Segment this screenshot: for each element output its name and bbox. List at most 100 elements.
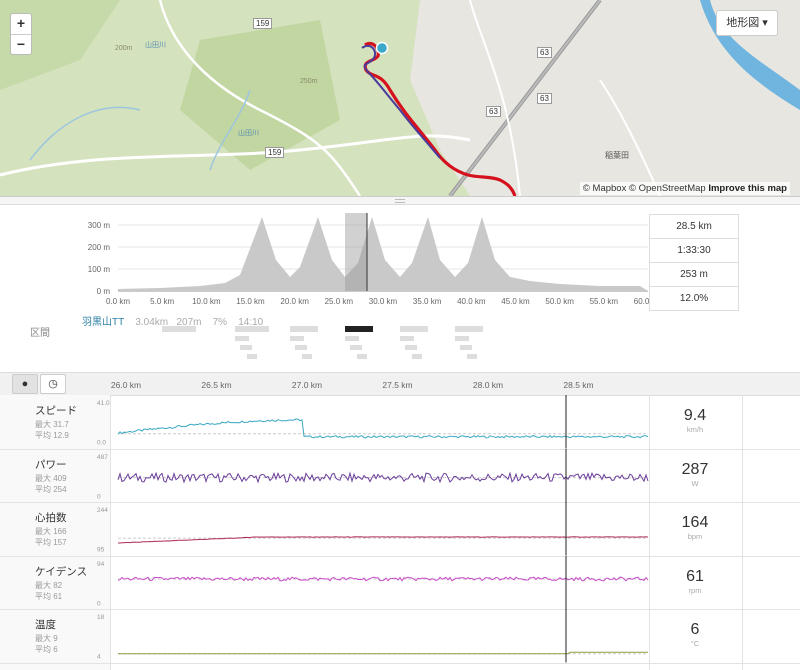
stream-avg: 平均 61	[35, 591, 63, 601]
stream-max: 最大 9	[35, 634, 58, 643]
x-tick: 15.0 km	[236, 297, 265, 306]
road-shield-63: 63	[486, 106, 501, 117]
y-min-label: 4	[97, 654, 101, 661]
x-tick: 40.0 km	[457, 297, 486, 306]
segment-name[interactable]: 羽黒山TT	[82, 317, 125, 328]
stream-avg: 平均 157	[35, 538, 67, 547]
x-tick: 35.0 km	[413, 297, 442, 306]
resize-handle[interactable]	[0, 196, 800, 205]
map-layer-dropdown[interactable]: 地形図 ▾	[716, 10, 778, 36]
stream-line	[117, 418, 649, 439]
stream-avg: 平均 6	[35, 645, 58, 654]
segment-row[interactable]: 羽黒山TT 3.04km 207m 7% 14:10	[82, 313, 263, 328]
river-label: 山田川	[145, 42, 166, 49]
x-tick: 45.0 km	[501, 297, 530, 306]
stream-row[interactable]: 心拍数最大 166 平均 157 164 bpm 244 95	[0, 502, 800, 557]
stream-value-number: 6	[690, 621, 700, 638]
stream-line	[117, 575, 649, 582]
y-tick: 200 m	[88, 243, 111, 252]
stream-chart[interactable]: 18 4	[97, 609, 650, 663]
summary-stats: 28.5 km 1:33:30 253 m 12.0%	[649, 214, 739, 311]
elevation-profile-chart[interactable]: 300 m 200 m 100 m 0 m 0.0 km 5.0 km 10.0 k…	[0, 205, 650, 310]
detail-x-axis: 26.0 km 26.5 km 27.0 km 27.5 km 28.0 km 28.5 …	[111, 380, 594, 390]
stream-row[interactable]: 温度 最大 9 平均 6 6 °C 18 4	[0, 609, 800, 664]
y-min-label: 0.0	[97, 440, 106, 447]
y-min-label: 0	[97, 493, 101, 500]
stream-max: 最大 166	[35, 527, 67, 536]
y-max-label: 487	[97, 454, 108, 461]
road-shield-63: 63	[537, 93, 552, 104]
segment-distance: 3.04km	[135, 317, 169, 328]
stream-title: 心拍数	[35, 512, 67, 524]
improve-map-link[interactable]: Improve this map	[708, 183, 787, 194]
x-tick: 20.0 km	[280, 297, 309, 306]
x-axis-ticks: 0.0 km 5.0 km 10.0 km 15.0 km 20.0 km 25.0 km…	[106, 297, 650, 306]
y-min-label: 0	[97, 600, 101, 607]
segment-elevation: 207m	[176, 317, 202, 328]
stream-row[interactable]: ケイデンス最大 82 平均 61 61 rpm 94 0	[0, 555, 800, 610]
route-map[interactable]: 159 159 63 63 63 山田川 山田川 200m 250m 稲葉田 +…	[0, 0, 800, 196]
x-tick: 26.0 km	[111, 380, 141, 390]
road-shield-159: 159	[265, 147, 285, 158]
road-shield-63: 63	[537, 47, 552, 58]
stream-title: ケイデンス	[35, 565, 88, 578]
segments-label: 区間	[30, 328, 50, 339]
segment-bars[interactable]	[150, 324, 490, 364]
map-marker-icon[interactable]: ●	[12, 374, 38, 394]
stat-grade: 12.0%	[649, 286, 739, 311]
stream-current-value: 61 rpm	[650, 568, 740, 595]
grip-icon	[395, 199, 405, 203]
place-label: 稲葉田	[605, 151, 629, 160]
stream-row[interactable]: スピード 最大 31.7 平均 12.9 9.4 km/h 41.0 0.0	[0, 395, 800, 450]
stream-chart[interactable]: 487 0	[97, 448, 650, 503]
segment-grade: 7%	[212, 317, 228, 328]
stream-max: 最大 82	[35, 580, 63, 590]
stream-title: 温度	[35, 619, 56, 631]
map-canvas	[0, 0, 800, 196]
stat-time: 1:33:30	[649, 238, 739, 262]
stream-unit: bpm	[687, 532, 703, 541]
attribution-mapbox[interactable]: © Mapbox	[582, 183, 627, 194]
stat-elevation: 253 m	[649, 262, 739, 286]
stream-unit: °C	[690, 639, 700, 648]
attribution-osm[interactable]: © OpenStreetMap	[628, 183, 706, 194]
x-tick: 50.0 km	[545, 297, 574, 306]
y-max-label: 41.0	[97, 400, 110, 407]
stream-title: パワー	[35, 458, 67, 471]
stream-current-value: 164 bpm	[650, 514, 740, 541]
stream-max: 最大 409	[35, 473, 67, 483]
stream-current-value: 287 W	[650, 461, 740, 488]
stream-line	[118, 651, 648, 655]
zoom-in-button[interactable]: +	[11, 14, 31, 35]
x-tick: 25.0 km	[325, 297, 354, 306]
x-tick: 28.0 km	[473, 380, 503, 390]
x-tick: 26.5 km	[201, 380, 231, 390]
stat-distance: 28.5 km	[649, 214, 739, 238]
stream-line	[117, 470, 649, 484]
detail-toolbar: ● ◷ 26.0 km 26.5 km 27.0 km 27.5 km 28.0 km 2…	[0, 372, 800, 396]
stream-row[interactable]: パワー 最大 409 平均 254 287 W 487 0	[0, 448, 800, 503]
y-tick: 0 m	[97, 287, 111, 296]
x-tick: 60.0 km	[634, 297, 650, 306]
zoom-out-button[interactable]: −	[16, 36, 26, 52]
stream-chart[interactable]: 94 0	[97, 555, 650, 610]
stream-avg: 平均 12.9	[35, 431, 69, 440]
stream-max: 最大 31.7	[35, 420, 69, 429]
x-tick: 0.0 km	[106, 297, 130, 306]
stream-value-number: 287	[681, 460, 709, 478]
y-max-label: 94	[97, 561, 105, 568]
y-max-label: 244	[97, 507, 108, 514]
stream-chart[interactable]: 41.0 0.0	[97, 395, 650, 449]
stream-current-value: 9.4 km/h	[650, 407, 740, 434]
x-tick: 55.0 km	[590, 297, 619, 306]
contour-label: 250m	[300, 78, 318, 85]
clock-icon[interactable]: ◷	[40, 374, 66, 394]
stream-current-value: 6 °C	[650, 621, 740, 648]
stream-value-number: 9.4	[683, 407, 707, 424]
stream-chart[interactable]: 244 95	[97, 502, 650, 556]
road-shield-159: 159	[253, 18, 273, 29]
y-tick: 300 m	[88, 221, 111, 230]
contour-label: 200m	[115, 45, 133, 52]
stream-line	[118, 536, 649, 544]
y-min-label: 95	[97, 547, 105, 554]
